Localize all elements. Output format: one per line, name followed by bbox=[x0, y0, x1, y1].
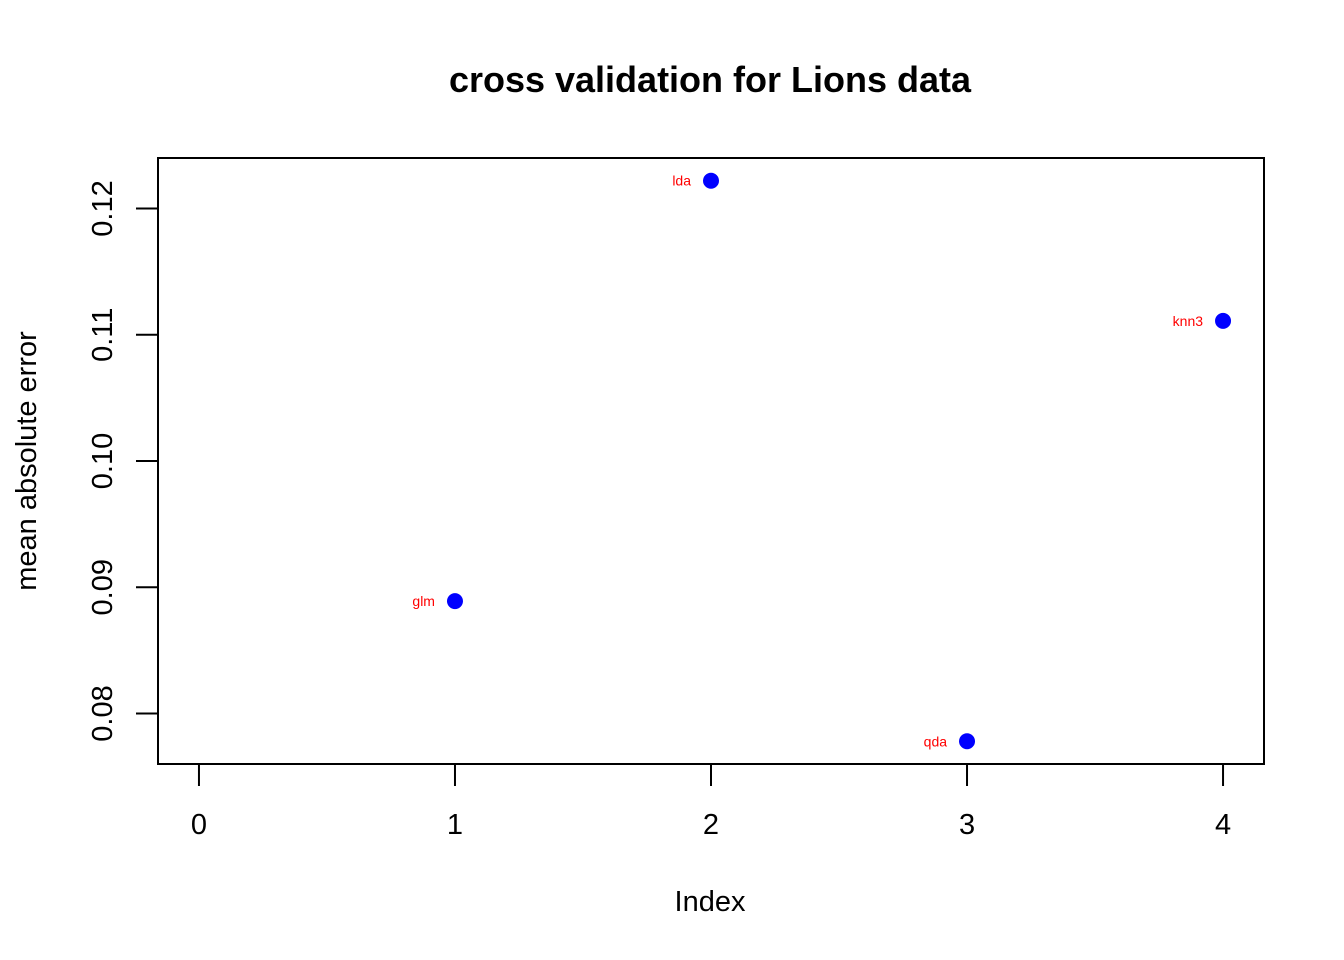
y-tick-label: 0.11 bbox=[87, 308, 119, 362]
y-tick-label: 0.08 bbox=[87, 685, 119, 741]
data-point bbox=[959, 733, 976, 750]
data-point bbox=[703, 172, 719, 189]
data-points: glm lda qda knn3 bbox=[412, 172, 1232, 750]
x-tick-label: 2 bbox=[703, 809, 719, 841]
x-tick-label: 0 bbox=[191, 809, 207, 841]
x-tick-label: 3 bbox=[959, 809, 975, 841]
y-tick-label: 0.09 bbox=[87, 559, 119, 615]
chart-title: cross validation for Lions data bbox=[449, 59, 972, 100]
data-point bbox=[446, 593, 463, 610]
y-tick-label: 0.12 bbox=[87, 180, 119, 236]
x-axis-label: Index bbox=[675, 886, 746, 918]
y-tick-label: 0.10 bbox=[87, 433, 119, 489]
x-tick-label: 4 bbox=[1215, 809, 1231, 841]
point-label: qda bbox=[924, 733, 948, 749]
point-label: knn3 bbox=[1173, 313, 1204, 329]
point-label: glm bbox=[412, 593, 435, 609]
plot-frame bbox=[157, 157, 1265, 765]
y-axis-label: mean absolute error bbox=[11, 331, 43, 591]
data-point bbox=[1215, 312, 1232, 329]
y-axis: 0.08 0.09 0.10 0.11 0.12 bbox=[87, 180, 159, 742]
x-axis: 0 1 2 3 4 bbox=[191, 763, 1231, 841]
point-label: lda bbox=[672, 173, 691, 189]
x-tick-label: 1 bbox=[447, 809, 463, 841]
